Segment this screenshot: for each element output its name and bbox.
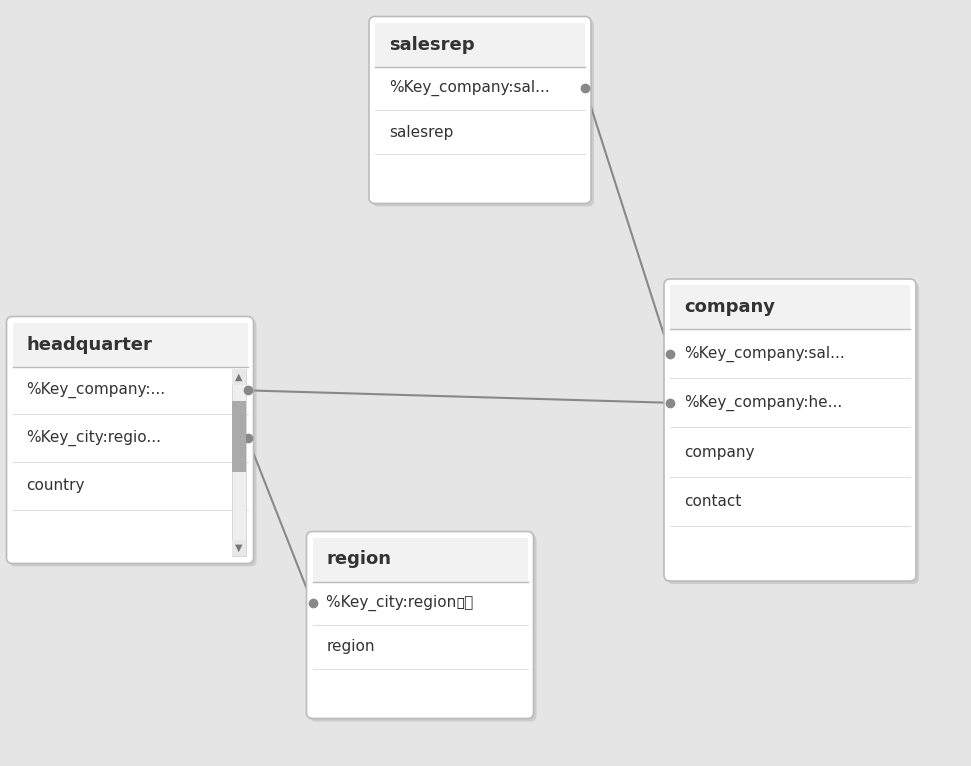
FancyBboxPatch shape bbox=[372, 19, 594, 207]
Bar bbox=[313, 538, 527, 581]
Text: %Key_city:region  🔑: %Key_city:region 🔑 bbox=[326, 595, 474, 611]
Text: company: company bbox=[684, 444, 754, 460]
Text: ▲: ▲ bbox=[235, 372, 242, 381]
Text: country: country bbox=[26, 479, 85, 493]
Text: region: region bbox=[326, 640, 375, 654]
Bar bbox=[13, 322, 248, 366]
Text: ▼: ▼ bbox=[235, 542, 242, 552]
Text: %Key_company:sal...: %Key_company:sal... bbox=[389, 80, 550, 97]
Text: company: company bbox=[684, 298, 775, 316]
FancyBboxPatch shape bbox=[664, 279, 916, 581]
Text: %Key_company:sal...: %Key_company:sal... bbox=[684, 345, 845, 362]
FancyBboxPatch shape bbox=[7, 316, 253, 564]
Text: contact: contact bbox=[684, 494, 742, 509]
Text: %Key_company:...: %Key_company:... bbox=[26, 382, 166, 398]
Text: %Key_city:regio...: %Key_city:regio... bbox=[26, 430, 161, 447]
Text: region: region bbox=[326, 551, 391, 568]
FancyBboxPatch shape bbox=[667, 282, 919, 584]
Text: salesrep: salesrep bbox=[389, 125, 453, 139]
Bar bbox=[375, 22, 585, 67]
Bar bbox=[231, 368, 246, 555]
Text: headquarter: headquarter bbox=[26, 336, 152, 353]
FancyBboxPatch shape bbox=[307, 532, 533, 719]
FancyBboxPatch shape bbox=[369, 17, 591, 204]
FancyBboxPatch shape bbox=[10, 319, 256, 567]
Bar bbox=[670, 285, 910, 329]
Bar bbox=[231, 539, 246, 555]
Text: %Key_company:he...: %Key_company:he... bbox=[684, 394, 842, 411]
FancyBboxPatch shape bbox=[310, 535, 537, 722]
Text: salesrep: salesrep bbox=[389, 35, 475, 54]
Bar bbox=[231, 401, 246, 473]
Bar bbox=[231, 368, 246, 385]
Text: 🔑: 🔑 bbox=[456, 597, 464, 610]
